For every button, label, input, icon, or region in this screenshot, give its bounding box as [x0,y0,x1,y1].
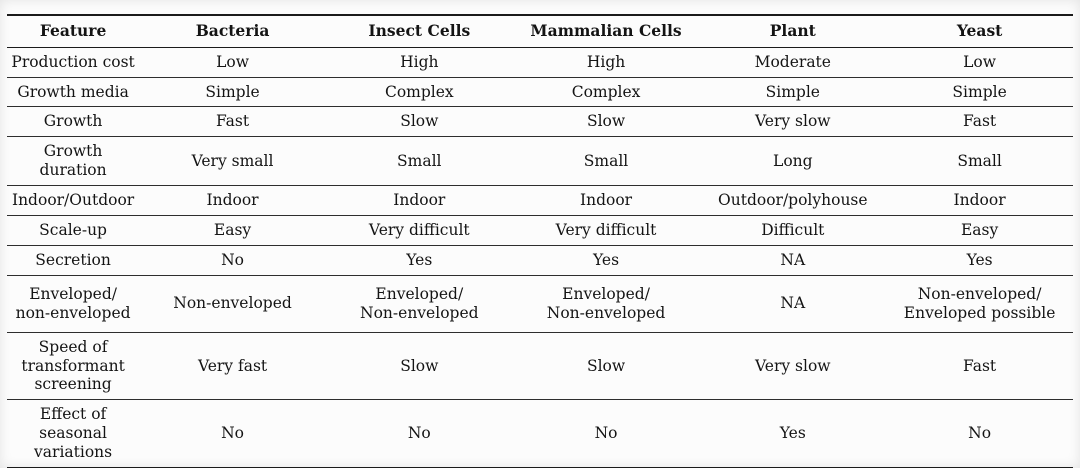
value-cell: High [400,52,439,71]
value-cell: Very slow [755,356,831,375]
feature-cell: Growth [43,112,103,131]
value-cell: Simple [765,82,820,101]
value-cell: Small [957,151,1002,170]
column-header-bacteria: Bacteria [195,21,270,40]
expression-systems-comparison-table: Feature Bacteria Insect Cells Mammalian … [7,14,1073,468]
value-cell: NA [780,250,806,269]
value-cell: Very difficult [368,221,470,240]
value-cell: Fast [963,356,997,375]
value-cell: NA [780,294,806,313]
value-cell: Enveloped/ Non-enveloped [360,284,479,322]
feature-cell: Enveloped/ non-enveloped [15,284,131,322]
table-row: Speed of transformant screening Very fast… [7,332,1073,400]
value-cell: Small [583,151,629,170]
value-cell: Indoor [953,191,1006,210]
value-cell: Slow [586,356,626,375]
value-cell: Easy [960,221,999,240]
value-cell: Moderate [754,52,831,71]
value-cell: Slow [586,112,626,131]
feature-cell: Production cost [11,52,135,71]
table-row: Effect of seasonal variations No No No Yes No [7,400,1073,468]
feature-cell: Effect of seasonal variations [34,405,113,462]
value-cell: Complex [571,82,641,101]
feature-cell: Scale-up [39,221,107,240]
value-cell: Fast [215,112,250,131]
value-cell: No [594,424,618,443]
table-row: Growth media Simple Complex Complex Simple Si… [7,77,1073,107]
column-header-plant: Plant [769,21,816,40]
value-cell: No [221,250,244,269]
table-row: Growth duration Very small Small Small Long S… [7,137,1073,186]
value-cell: Slow [400,112,439,131]
column-header-yeast: Yeast [956,21,1003,40]
table-header-row: Feature Bacteria Insect Cells Mammalian … [7,15,1073,48]
value-cell: Very slow [755,112,831,131]
column-header-feature: Feature [39,21,107,40]
value-cell: Indoor [393,191,446,210]
value-cell: Long [773,151,813,170]
value-cell: Indoor [206,191,259,210]
value-cell: Non-enveloped/ Enveloped possible [903,284,1056,322]
value-cell: Complex [384,82,454,101]
value-cell: Very difficult [555,221,657,240]
feature-cell: Secretion [35,250,111,269]
value-cell: Simple [952,82,1007,101]
feature-cell: Speed of transformant screening [21,337,125,394]
value-cell: Easy [213,221,252,240]
value-cell: Yes [779,424,806,443]
value-cell: Very fast [197,356,268,375]
column-header-insect-cells: Insect Cells [368,21,471,40]
value-cell: Low [963,52,997,71]
value-cell: Enveloped/ Non-enveloped [546,284,666,322]
table-row: Secretion No Yes Yes NA Yes [7,245,1073,276]
feature-cell: Growth duration [39,142,107,180]
column-header-mammalian-cells: Mammalian Cells [530,21,682,40]
value-cell: Very small [191,151,274,170]
value-cell: Difficult [761,221,825,240]
value-cell: No [221,424,244,443]
value-cell: Small [397,151,442,170]
value-cell: Non-enveloped [173,294,292,313]
value-cell: Low [216,52,249,71]
value-cell: No [968,424,992,443]
value-cell: Simple [205,82,260,101]
value-cell: No [407,424,431,443]
value-cell: Outdoor/polyhouse [718,191,868,210]
table-row: Enveloped/ non-enveloped Non-enveloped Env… [7,275,1073,333]
feature-cell: Growth media [17,82,129,101]
table-row: Indoor/Outdoor Indoor Indoor Indoor Outdoor/… [7,186,1073,216]
value-cell: Indoor [579,191,633,210]
table-row: Scale-up Easy Very difficult Very difficult… [7,216,1073,246]
value-cell: Slow [400,356,439,375]
value-cell: Yes [406,250,433,269]
table-row: Growth Fast Slow Slow Very slow Fast [7,107,1073,137]
value-cell: Yes [966,250,993,269]
table-row: Production cost Low High High Moderate Low [7,47,1073,77]
value-cell: High [586,52,626,71]
value-cell: Yes [593,250,620,269]
value-cell: Fast [963,112,997,131]
feature-cell: Indoor/Outdoor [11,191,135,210]
